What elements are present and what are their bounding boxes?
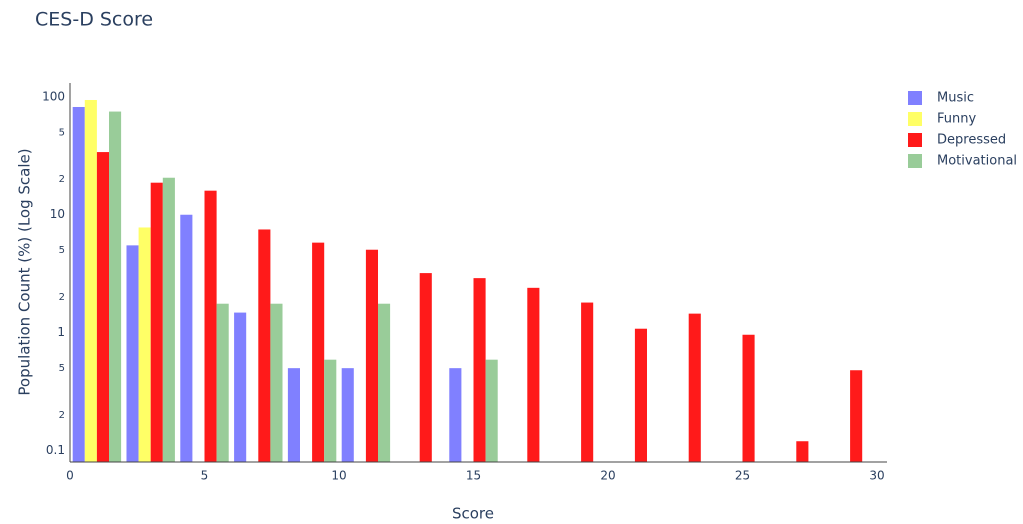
bar xyxy=(162,177,175,462)
legend-label: Motivational xyxy=(937,154,1017,169)
y-tick-label: 5 xyxy=(59,245,65,256)
bar xyxy=(365,249,379,462)
x-tick-label: 10 xyxy=(331,469,346,483)
bar xyxy=(324,359,337,462)
bar xyxy=(234,312,247,462)
bar xyxy=(378,303,391,462)
bar xyxy=(204,190,217,462)
bar xyxy=(84,99,97,462)
legend-label: Music xyxy=(937,91,974,106)
y-tick-label: 1 xyxy=(57,325,65,339)
bar xyxy=(109,111,122,462)
bar xyxy=(449,368,462,462)
bar xyxy=(216,303,229,462)
bar xyxy=(796,441,809,462)
bar xyxy=(150,182,163,463)
bar xyxy=(287,368,300,462)
legend-swatch xyxy=(908,112,922,126)
x-tick-label: 25 xyxy=(735,469,750,483)
y-tick-label: 100 xyxy=(42,89,65,103)
bar xyxy=(742,334,755,462)
legend-swatch xyxy=(908,133,922,147)
y-axis-label: Population Count (%) (Log Scale) xyxy=(16,148,34,395)
bar xyxy=(527,287,540,462)
y-tick-label: 2 xyxy=(59,410,65,421)
bar xyxy=(72,106,85,463)
bar xyxy=(258,229,271,462)
y-tick-label: 5 xyxy=(59,363,65,374)
x-tick-label: 0 xyxy=(66,469,74,483)
bar xyxy=(850,370,863,462)
x-tick-label: 30 xyxy=(869,469,884,483)
bar xyxy=(581,302,594,462)
y-tick-label: 2 xyxy=(59,174,65,185)
chart-title: CES-D Score xyxy=(35,9,153,31)
bar xyxy=(312,242,325,462)
bar xyxy=(270,303,283,462)
legend-swatch xyxy=(908,91,922,105)
x-tick-label: 15 xyxy=(466,469,481,483)
bar xyxy=(126,245,139,462)
bar xyxy=(138,227,151,462)
x-tick-label: 5 xyxy=(201,469,209,483)
bar xyxy=(419,273,432,462)
bar xyxy=(180,214,193,462)
legend-label: Depressed xyxy=(937,133,1006,148)
bar xyxy=(96,152,110,462)
legend-label: Funny xyxy=(937,112,976,127)
x-axis-label: Score xyxy=(452,505,494,523)
bar xyxy=(473,278,486,462)
bar xyxy=(341,368,354,462)
bar xyxy=(688,313,701,462)
y-tick-label: 5 xyxy=(59,127,65,138)
bar xyxy=(485,359,498,462)
x-tick-label: 20 xyxy=(600,469,615,483)
y-tick-label: 10 xyxy=(50,207,65,221)
y-tick-label: 2 xyxy=(59,292,65,303)
legend-swatch xyxy=(908,154,922,168)
y-tick-label: 0.1 xyxy=(46,443,65,457)
bar xyxy=(634,328,648,462)
